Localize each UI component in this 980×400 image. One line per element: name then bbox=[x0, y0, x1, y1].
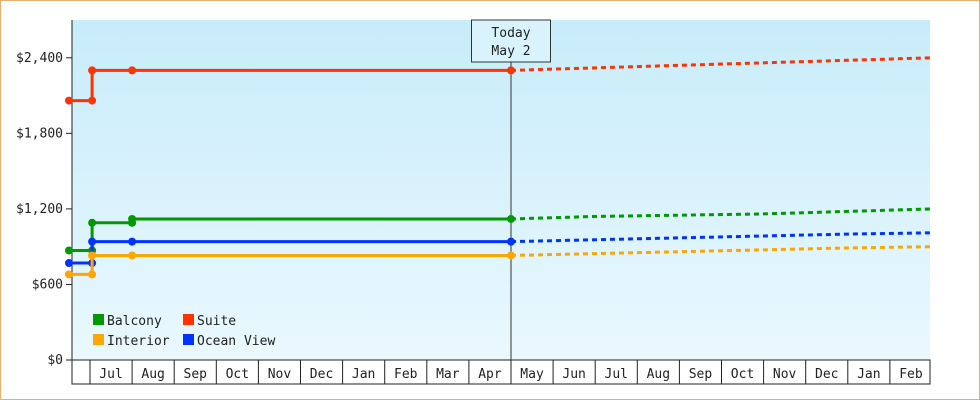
x-tick-label-9: Apr bbox=[478, 367, 502, 382]
series-point-balcony-4 bbox=[128, 214, 137, 223]
series-point-ocean-view-3 bbox=[128, 237, 137, 246]
legend-label-balcony: Balcony bbox=[107, 314, 162, 329]
series-forecast-balcony bbox=[510, 207, 933, 221]
series-point-suite-2 bbox=[88, 66, 97, 75]
x-tick-label-16: Nov bbox=[773, 367, 797, 382]
series-point-ocean-view-4 bbox=[507, 237, 515, 246]
today-box bbox=[471, 19, 551, 63]
series-point-balcony-2 bbox=[88, 218, 97, 227]
legend: Balcony Suite Interior Ocean View bbox=[93, 314, 275, 349]
y-tick-label-3: $1,800 bbox=[16, 126, 63, 141]
x-tick-label-14: Sep bbox=[689, 367, 713, 382]
x-tick-label-13: Aug bbox=[647, 367, 670, 382]
y-tick-label-0: $0 bbox=[47, 353, 63, 368]
series-point-balcony-0 bbox=[64, 246, 73, 255]
series-point-ocean-view-2 bbox=[88, 237, 97, 246]
legend-swatch-balcony bbox=[93, 314, 104, 325]
x-tick-label-15: Oct bbox=[731, 367, 754, 382]
y-tick-label-4: $2,400 bbox=[16, 51, 63, 66]
x-tick-label-7: Feb bbox=[394, 367, 418, 382]
series-forecast-ocean-view bbox=[510, 231, 933, 244]
series-point-interior-1 bbox=[88, 270, 97, 279]
series-point-interior-0 bbox=[64, 270, 73, 279]
y-tick-label-2: $1,200 bbox=[16, 202, 63, 217]
series-point-suite-4 bbox=[507, 66, 515, 75]
today-date: May 2 bbox=[491, 44, 530, 59]
legend-label-ocean-view: Ocean View bbox=[197, 334, 275, 349]
x-tick-label-17: Dec bbox=[815, 367, 838, 382]
series-layer bbox=[64, 56, 933, 279]
today-marker: Today May 2 bbox=[471, 19, 551, 360]
legend-swatch-interior bbox=[93, 334, 104, 345]
series-point-suite-1 bbox=[88, 96, 97, 105]
legend-swatch-ocean-view bbox=[183, 334, 194, 345]
series-point-interior-3 bbox=[128, 251, 137, 260]
y-tick-label-1: $600 bbox=[32, 277, 63, 292]
series-point-suite-3 bbox=[128, 66, 137, 75]
series-point-balcony-5 bbox=[507, 214, 515, 223]
series-point-suite-0 bbox=[64, 96, 73, 105]
plot-background bbox=[72, 20, 930, 360]
x-axis-band bbox=[71, 359, 931, 385]
x-tick-label-3: Oct bbox=[226, 367, 249, 382]
x-tick-label-5: Dec bbox=[310, 367, 333, 382]
series-point-interior-2 bbox=[88, 251, 97, 260]
legend-swatch-suite bbox=[183, 314, 194, 325]
x-tick-label-2: Sep bbox=[184, 367, 208, 382]
x-tick-label-12: Jul bbox=[605, 367, 628, 382]
series-forecast-interior bbox=[510, 245, 933, 257]
x-tick-label-11: Jun bbox=[562, 367, 585, 382]
x-tick-label-4: Nov bbox=[268, 367, 292, 382]
x-tick-label-10: May bbox=[520, 367, 544, 382]
x-tick-label-8: Mar bbox=[436, 367, 460, 382]
y-axis: $0 $600 $1,200 $1,800 $2,400 bbox=[16, 20, 73, 384]
today-label: Today bbox=[491, 26, 530, 41]
series-point-ocean-view-0 bbox=[64, 259, 73, 268]
x-tick-label-18: Jan bbox=[857, 367, 880, 382]
x-tick-label-6: Jan bbox=[352, 367, 375, 382]
series-point-interior-4 bbox=[507, 251, 515, 260]
legend-label-suite: Suite bbox=[197, 314, 236, 329]
x-tick-label-1: Aug bbox=[141, 367, 164, 382]
x-axis: Jul Aug Sep Oct Nov Dec Jan Feb Mar Apr May Jun Jul A… bbox=[71, 359, 931, 385]
legend-label-interior: Interior bbox=[107, 334, 170, 349]
x-tick-label-0: Jul bbox=[99, 367, 122, 382]
x-tick-label-19: Feb bbox=[899, 367, 923, 382]
series-forecast-suite bbox=[510, 56, 933, 72]
